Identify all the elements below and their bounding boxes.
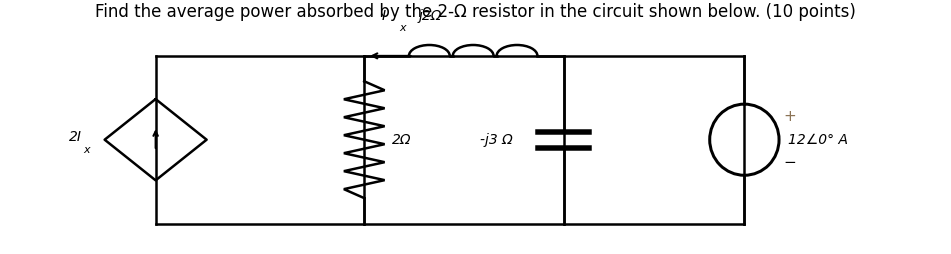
Text: +: + [784, 109, 796, 124]
Text: -j3 Ω: -j3 Ω [480, 133, 513, 147]
Text: j2Ω: j2Ω [418, 9, 441, 23]
Text: 2Ω: 2Ω [392, 133, 412, 147]
Text: I: I [381, 9, 386, 23]
Text: 2I: 2I [68, 130, 82, 144]
Text: Find the average power absorbed by the 2-Ω resistor in the circuit shown below. : Find the average power absorbed by the 2… [95, 3, 856, 21]
Text: x: x [399, 23, 406, 33]
Text: −: − [784, 155, 796, 170]
Text: 12∠0° A: 12∠0° A [788, 133, 848, 147]
Text: x: x [84, 145, 90, 155]
